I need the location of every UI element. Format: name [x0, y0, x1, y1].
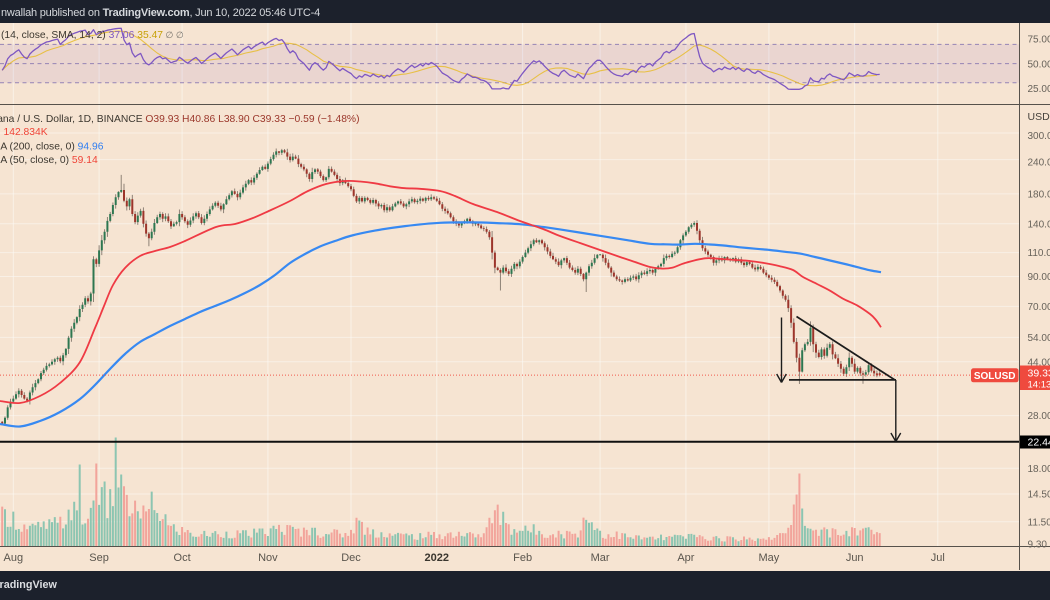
- svg-text:25.00: 25.00: [1028, 84, 1050, 95]
- svg-text:140.00: 140.00: [1028, 219, 1050, 230]
- svg-text:39.33: 39.33: [1028, 368, 1050, 380]
- svg-text:14.50: 14.50: [1028, 490, 1050, 501]
- svg-text:nwallah published on TradingVi: nwallah published on TradingView.com, Ju…: [1, 7, 320, 19]
- svg-text:70.00: 70.00: [1028, 302, 1050, 313]
- svg-text:Dec: Dec: [341, 552, 361, 564]
- svg-text:Apr: Apr: [677, 552, 694, 564]
- svg-text:28.00: 28.00: [1028, 411, 1050, 422]
- svg-text:90.00: 90.00: [1028, 272, 1050, 283]
- svg-text:Aug: Aug: [4, 552, 24, 564]
- svg-text:110.00: 110.00: [1028, 248, 1050, 259]
- svg-text:300.00: 300.00: [1028, 131, 1050, 142]
- svg-text:142.834K: 142.834K: [4, 127, 48, 138]
- svg-text:14:13: 14:13: [1028, 380, 1050, 391]
- svg-text:Oct: Oct: [174, 552, 191, 564]
- svg-text:TradingView: TradingView: [0, 579, 58, 591]
- svg-text:Jun: Jun: [846, 552, 864, 564]
- svg-text:11.50: 11.50: [1028, 517, 1050, 528]
- svg-text:18.00: 18.00: [1028, 464, 1050, 475]
- svg-text:50.00: 50.00: [1028, 60, 1050, 71]
- svg-text:SOLUSD: SOLUSD: [974, 371, 1016, 382]
- svg-text:240.00: 240.00: [1028, 158, 1050, 169]
- svg-text:MA (50, close, 0) 59.14: MA (50, close, 0) 59.14: [0, 155, 98, 166]
- svg-text:54.00: 54.00: [1028, 333, 1050, 344]
- svg-text:USD: USD: [1028, 111, 1050, 123]
- svg-text:ana / U.S. Dollar, 1D, BINANCE: ana / U.S. Dollar, 1D, BINANCE O39.93 H4…: [0, 114, 360, 125]
- svg-text:Jul: Jul: [931, 552, 945, 564]
- svg-text:22.44: 22.44: [1028, 437, 1050, 449]
- svg-text:2022: 2022: [425, 552, 449, 564]
- svg-text:9.30: 9.30: [1028, 540, 1048, 551]
- svg-text:Feb: Feb: [513, 552, 532, 564]
- svg-text:May: May: [759, 552, 780, 564]
- svg-text:44.00: 44.00: [1028, 357, 1050, 368]
- svg-text:180.00: 180.00: [1028, 190, 1050, 201]
- svg-text:Mar: Mar: [591, 552, 610, 564]
- svg-text:75.00: 75.00: [1028, 35, 1050, 46]
- svg-text:Sep: Sep: [89, 552, 109, 564]
- svg-text:(14, close, SMA, 14, 2) 37.06: (14, close, SMA, 14, 2) 37.06 35.47 ∅ ∅: [1, 30, 184, 41]
- svg-text:MA (200, close, 0) 94.96: MA (200, close, 0) 94.96: [0, 141, 104, 152]
- svg-text:Nov: Nov: [258, 552, 278, 564]
